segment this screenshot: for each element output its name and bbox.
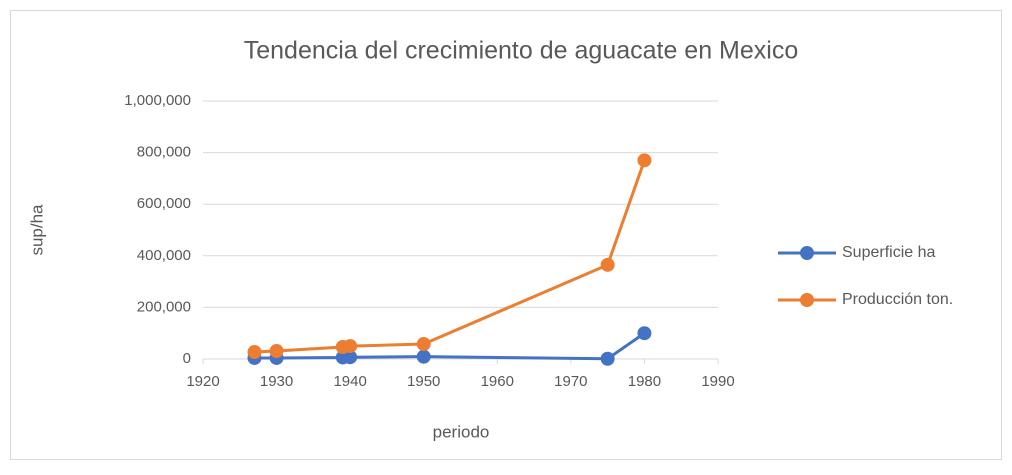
legend-marker: [800, 246, 814, 260]
data-point: [269, 344, 284, 359]
data-point: [600, 351, 615, 366]
data-point: [637, 153, 652, 168]
x-tick-label: 1980: [628, 373, 661, 390]
x-axis-label: periodo: [433, 422, 490, 441]
chart-title: Tendencia del crecimiento de aguacate en…: [244, 37, 799, 65]
data-point: [247, 345, 262, 360]
data-point: [343, 339, 358, 354]
x-tick-label: 1970: [554, 373, 587, 390]
x-tick-label: 1940: [333, 373, 366, 390]
data-point: [343, 350, 358, 365]
x-tick-label: 1950: [407, 373, 440, 390]
chart-border: [10, 10, 1002, 460]
legend-label: Producción ton.: [842, 291, 953, 308]
data-point: [416, 337, 431, 352]
y-tick-label: 800,000: [137, 144, 191, 161]
x-tick-label: 1990: [701, 373, 734, 390]
legend-label: Superficie ha: [842, 244, 935, 261]
y-tick-label: 0: [183, 350, 191, 367]
y-tick-label: 200,000: [137, 298, 191, 315]
y-tick-label: 600,000: [137, 195, 191, 212]
legend-marker: [800, 293, 814, 307]
y-tick-label: 1,000,000: [124, 92, 191, 109]
data-point: [416, 349, 431, 364]
y-axis-label: sup/ha: [27, 204, 46, 256]
data-point: [600, 257, 615, 272]
x-tick-label: 1960: [481, 373, 514, 390]
x-tick-label: 1930: [260, 373, 293, 390]
data-point: [637, 326, 652, 341]
x-tick-label: 1920: [186, 373, 219, 390]
y-tick-label: 400,000: [137, 247, 191, 264]
